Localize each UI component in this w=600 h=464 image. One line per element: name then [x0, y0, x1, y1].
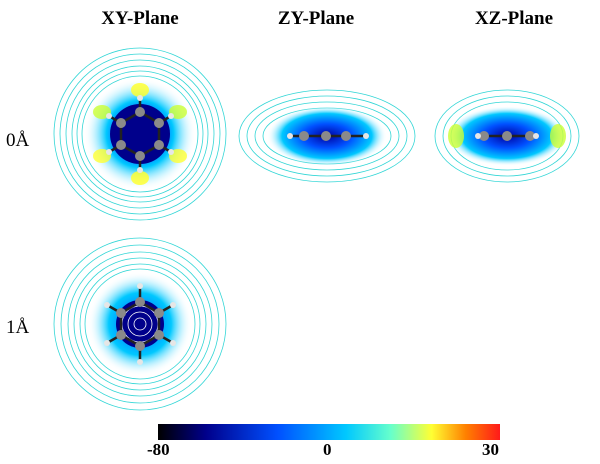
colorbar	[158, 424, 500, 440]
contour-rings	[53, 47, 227, 221]
panel-xz-0a	[434, 89, 580, 183]
panel-xy-1a	[53, 237, 227, 411]
contour-rings	[53, 237, 227, 411]
colorbar-mid-label: 0	[323, 440, 332, 459]
colorbar-min-label: -80	[147, 440, 170, 459]
colorbar-max-label: 30	[482, 440, 499, 459]
column-title-zy: ZY-Plane	[277, 8, 355, 29]
row-label-0a: 0Å	[6, 130, 30, 151]
row-label-1a: 1Å	[6, 317, 30, 338]
column-title-xz: XZ-Plane	[474, 8, 554, 29]
column-title-xy: XY-Plane	[101, 8, 179, 29]
panel-xy-0a	[53, 47, 227, 221]
panel-zy-0a	[238, 89, 416, 183]
